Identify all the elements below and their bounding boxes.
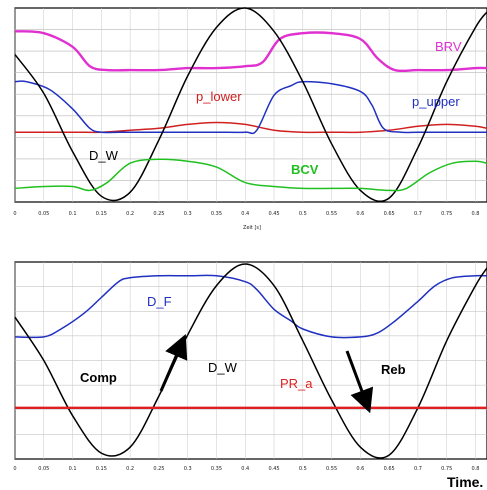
- top-x-tick-labels: 0 0.05 0.1 0.15 0.2 0.25 0.3 0.35 0.4 0.45 0.5 0.55…: [13, 211, 479, 217]
- label-brv: BRV: [435, 39, 462, 54]
- label-d-w-top: D_W: [89, 148, 119, 163]
- top-x-tick-label: 0.2: [126, 211, 134, 217]
- top-x-tick-label: 0.55: [326, 211, 337, 217]
- label-d-f: D_F: [147, 294, 172, 309]
- label-pr-a: PR_a: [280, 376, 313, 391]
- bottom-x-tick-label: 0.55: [326, 466, 337, 472]
- bottom-x-tick-label: 0.05: [38, 466, 49, 472]
- top-series-brv: [14, 30, 487, 73]
- annotation-reb: Reb: [381, 362, 406, 377]
- bottom-x-tick-label: 0.65: [384, 466, 395, 472]
- top-x-tick-label: 0.35: [211, 211, 222, 217]
- bottom-x-tick-label: 0.4: [241, 466, 249, 472]
- top-x-tick-label: 0.7: [414, 211, 422, 217]
- top-x-tick-label: 0.8: [472, 211, 480, 217]
- bottom-chart: 0 0.05 0.1 0.15 0.2 0.25 0.3 0.35 0.4 0.45 0.5 0.55…: [13, 261, 487, 472]
- top-x-tick-label: 0.75: [441, 211, 452, 217]
- bottom-x-tick-label: 0.25: [153, 466, 164, 472]
- time-label: Time.: [447, 474, 483, 490]
- bottom-x-tick-label: 0.8: [472, 466, 480, 472]
- bottom-x-tick-label: 0.5: [299, 466, 307, 472]
- bottom-series-group: [14, 263, 487, 459]
- top-chart: 0 0.05 0.1 0.15 0.2 0.25 0.3 0.35 0.4 0.45 0.5 0.55…: [13, 7, 487, 231]
- top-series-p-lower: [15, 121, 487, 134]
- bottom-x-tick-label: 0.15: [96, 466, 107, 472]
- top-x-tick-label: 0: [13, 211, 16, 217]
- top-x-tick-label: 0.25: [153, 211, 164, 217]
- top-x-tick-label: 0.65: [384, 211, 395, 217]
- bottom-x-tick-label: 0.45: [268, 466, 279, 472]
- top-series-bcv: [14, 158, 487, 192]
- reb-arrow: [345, 350, 374, 414]
- bottom-x-tick-label: 0.7: [414, 466, 422, 472]
- top-series-p-upper: [14, 80, 487, 135]
- top-x-tick-label: 0.45: [268, 211, 279, 217]
- top-x-axis-title: Zeit [s]: [243, 225, 261, 231]
- bottom-x-tick-labels: 0 0.05 0.1 0.15 0.2 0.25 0.3 0.35 0.4 0.45 0.5 0.55…: [13, 466, 479, 472]
- top-x-tick-label: 0.3: [184, 211, 192, 217]
- top-x-tick-label: 0.4: [241, 211, 249, 217]
- top-series-group: [14, 7, 487, 202]
- label-p-upper: p_upper: [412, 94, 460, 109]
- top-plot-frame: [14, 7, 487, 203]
- top-series-d-w: [14, 7, 487, 202]
- bottom-series-d-w: [14, 263, 487, 459]
- bottom-x-tick-label: 0.3: [184, 466, 192, 472]
- label-d-w-bottom: D_W: [208, 360, 238, 375]
- bottom-x-tick-label: 0.75: [441, 466, 452, 472]
- bottom-gridlines: [14, 262, 487, 459]
- bottom-x-tick-label: 0.2: [126, 466, 134, 472]
- top-x-tick-label: 0.5: [299, 211, 307, 217]
- annotation-comp: Comp: [80, 370, 117, 385]
- label-p-lower: p_lower: [196, 89, 242, 104]
- top-x-tick-label: 0.1: [69, 211, 77, 217]
- top-x-tick-label: 0.05: [38, 211, 49, 217]
- bottom-x-tick-label: 0.6: [356, 466, 364, 472]
- bottom-x-tick-label: 0.1: [69, 466, 77, 472]
- top-x-tick-label: 0.6: [356, 211, 364, 217]
- comp-arrow: [159, 333, 188, 392]
- top-gridlines: [14, 8, 487, 202]
- top-x-tick-label: 0.15: [96, 211, 107, 217]
- bottom-x-tick-label: 0: [13, 466, 16, 472]
- bottom-x-tick-label: 0.35: [211, 466, 222, 472]
- label-bcv: BCV: [291, 162, 319, 177]
- bottom-series-d-f: [14, 274, 487, 339]
